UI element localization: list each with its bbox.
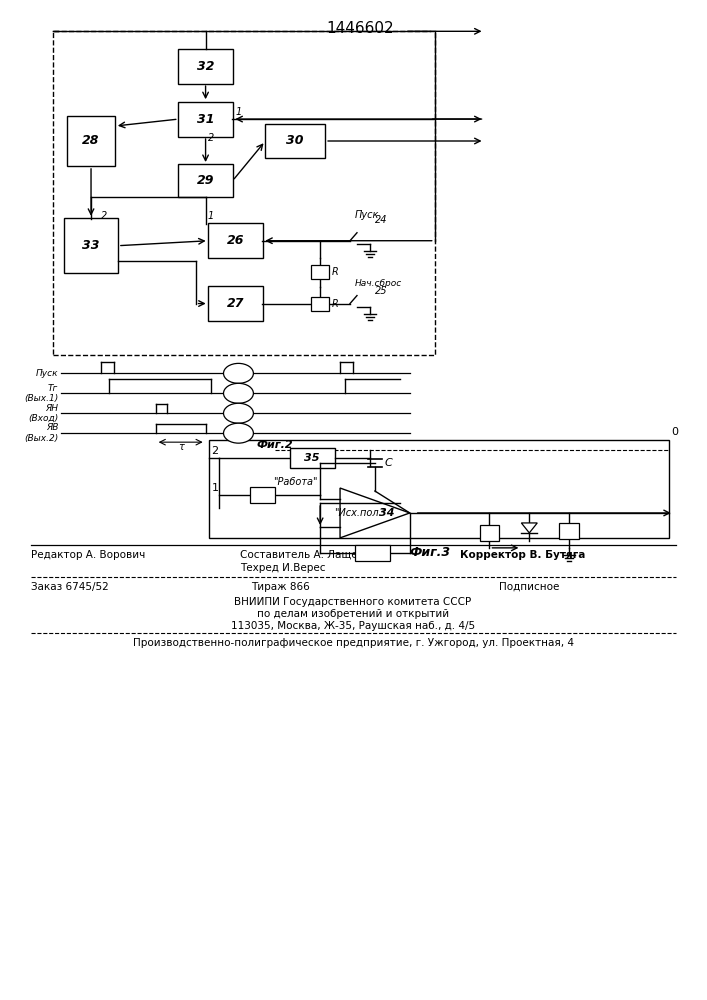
Text: 29: 29 [197, 174, 214, 187]
Text: ЯВ
(Вых.2): ЯВ (Вых.2) [24, 423, 58, 443]
Text: Редактор А. Ворович: Редактор А. Ворович [31, 550, 146, 560]
Text: Rк: Rк [563, 526, 575, 536]
Text: Корректор В. Бутяга: Корректор В. Бутяга [460, 550, 585, 560]
Text: R₁: R₁ [257, 490, 268, 500]
Bar [291, 448, 335, 468]
Text: 0: 0 [672, 427, 679, 437]
Bar [311, 297, 329, 311]
Text: Нач.сброс: Нач.сброс [355, 279, 402, 288]
Text: 1446602: 1446602 [326, 21, 394, 36]
Text: R: R [332, 267, 339, 277]
Polygon shape [521, 523, 537, 533]
Ellipse shape [223, 383, 253, 403]
Text: 26: 26 [227, 234, 244, 247]
Bar [178, 102, 233, 137]
Text: R₂: R₂ [366, 548, 378, 558]
Text: 28: 28 [82, 134, 100, 147]
Text: по делам изобретений и открытий: по делам изобретений и открытий [257, 609, 449, 619]
Ellipse shape [223, 403, 253, 423]
Text: 31: 31 [197, 113, 214, 126]
Ellipse shape [223, 363, 253, 383]
Text: C: C [385, 458, 392, 468]
Text: ЯН
(Вход): ЯН (Вход) [28, 404, 58, 423]
Bar [355, 545, 390, 561]
Text: Тг
(Вых.1): Тг (Вых.1) [24, 384, 58, 403]
Text: 32: 32 [197, 60, 214, 73]
Text: 35: 35 [305, 453, 320, 463]
Text: Rн: Rн [483, 528, 496, 538]
Text: R: R [332, 299, 339, 309]
Text: ВНИИПИ Государственного комитета СССР: ВНИИПИ Государственного комитета СССР [235, 597, 472, 607]
Text: Пуск: Пуск [35, 369, 58, 378]
Text: "Исх.пол.": "Исх.пол." [334, 508, 386, 518]
Text: "Работа": "Работа" [273, 477, 317, 487]
Text: 2: 2 [211, 446, 218, 456]
Text: Тираж 866: Тираж 866 [251, 582, 310, 592]
Bar [559, 523, 579, 539]
Text: Пуск: Пуск [355, 210, 380, 220]
Text: τ: τ [177, 442, 184, 452]
Text: 30: 30 [286, 134, 304, 147]
Text: Техред И.Верес: Техред И.Верес [240, 563, 326, 573]
Bar [479, 525, 499, 541]
Bar [209, 440, 669, 538]
Bar [53, 31, 435, 355]
Text: 34: 34 [379, 508, 395, 518]
Text: 2: 2 [101, 211, 107, 221]
Text: 25: 25 [375, 286, 387, 296]
Bar [208, 286, 263, 321]
Text: Фиг.3: Фиг.3 [409, 546, 450, 559]
Text: 1: 1 [208, 211, 214, 221]
Text: 2: 2 [208, 133, 214, 143]
Text: 27: 27 [227, 297, 244, 310]
Text: 24: 24 [375, 215, 387, 225]
Text: Составитель А. Лащев: Составитель А. Лащев [240, 550, 364, 560]
Polygon shape [340, 488, 410, 538]
Bar [67, 116, 115, 166]
Bar [178, 164, 233, 197]
Bar [250, 487, 275, 503]
Text: 113035, Москва, Ж-35, Раушская наб., д. 4/5: 113035, Москва, Ж-35, Раушская наб., д. … [231, 621, 475, 631]
Bar [208, 223, 263, 258]
Text: Подписное: Подписное [499, 582, 559, 592]
Text: Производственно-полиграфическое предприятие, г. Ужгород, ул. Проектная, 4: Производственно-полиграфическое предприя… [132, 638, 573, 648]
Bar [64, 218, 119, 273]
Bar [311, 265, 329, 279]
Text: 1: 1 [211, 483, 218, 493]
Ellipse shape [223, 423, 253, 443]
Text: Фиг.2: Фиг.2 [257, 440, 293, 450]
Text: 1: 1 [235, 107, 242, 117]
Text: 33: 33 [82, 239, 100, 252]
Bar [265, 124, 325, 158]
Bar [178, 49, 233, 84]
Text: Заказ 6745/52: Заказ 6745/52 [31, 582, 109, 592]
